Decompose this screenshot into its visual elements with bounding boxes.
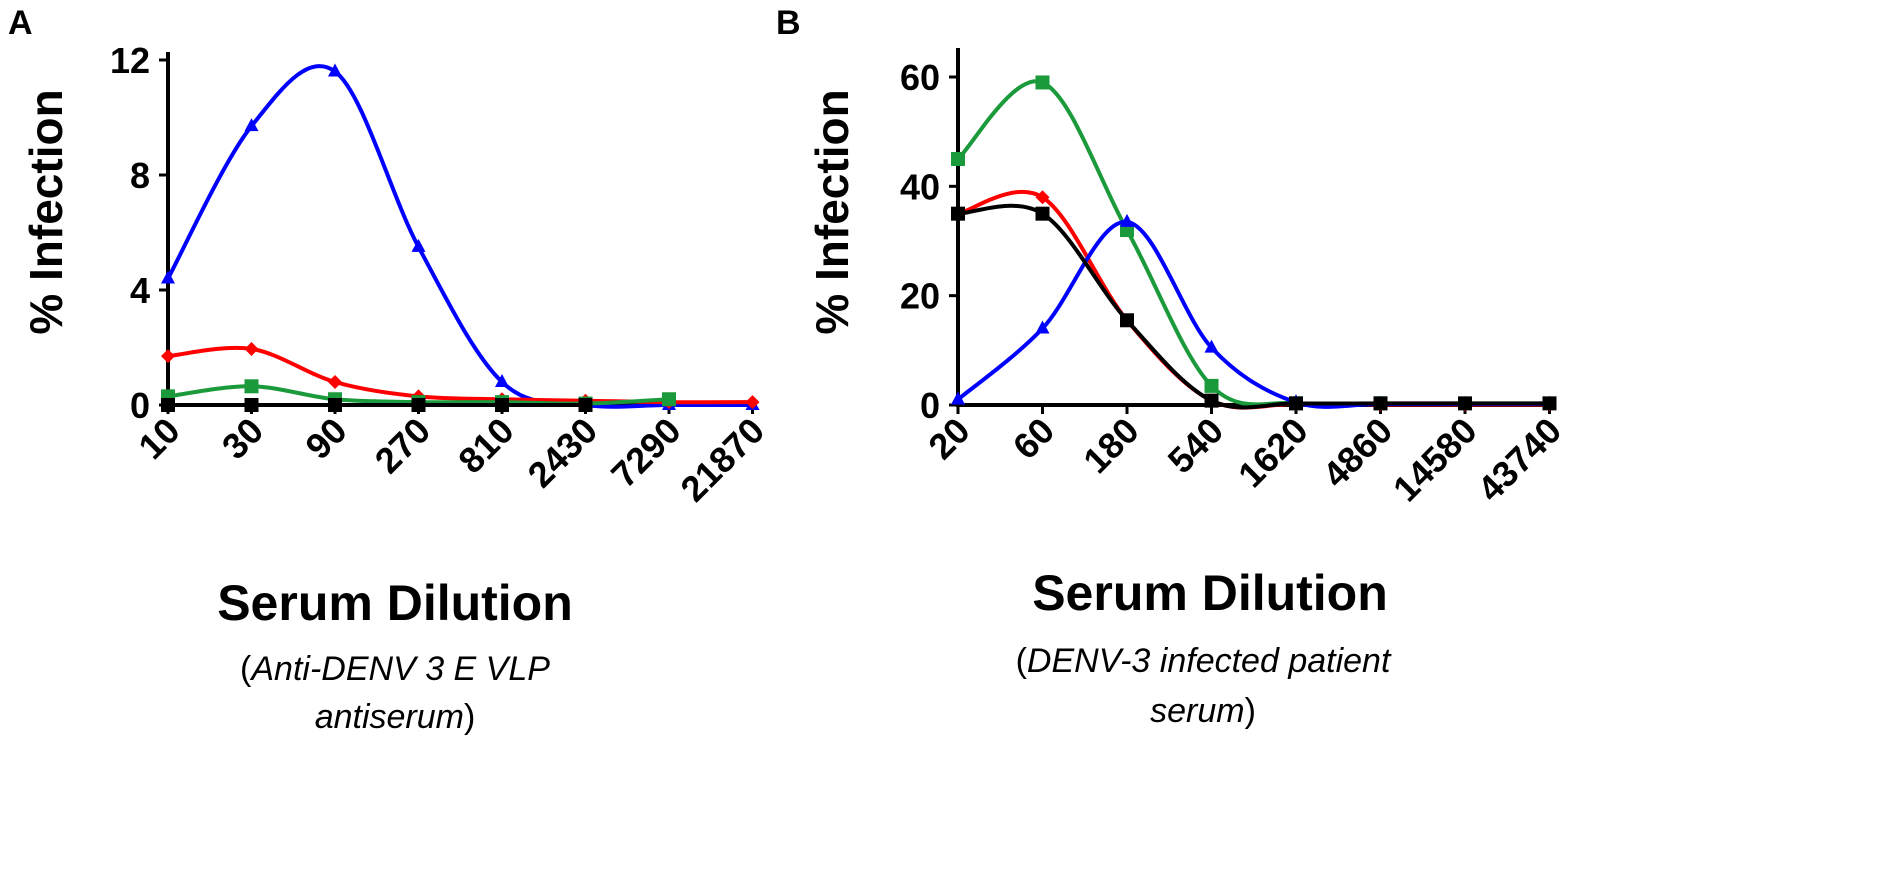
data-point-black [1458, 396, 1472, 411]
x-tick-label: 180 [1075, 410, 1146, 481]
x-tick-label: 540 [1160, 410, 1231, 481]
caption-line-2: serum) [1150, 692, 1256, 730]
series-blue [951, 213, 1557, 409]
data-point-black [1035, 206, 1050, 221]
x-axis-title: Serum Dilution [217, 575, 573, 631]
series-line-blue [956, 219, 1550, 409]
series-red [951, 190, 1557, 412]
data-point-blue [328, 63, 342, 77]
y-tick-label: 0 [920, 385, 940, 426]
x-tick-label: 270 [367, 410, 438, 481]
caption-italic-1: Anti-DENV 3 E VLP [249, 650, 550, 688]
data-point-green [951, 152, 965, 166]
x-tick-label: 90 [297, 410, 354, 467]
series-line-black [957, 203, 1550, 410]
data-point-black [244, 398, 259, 412]
y-tick-label: 4 [130, 270, 150, 311]
data-point-black [328, 398, 342, 412]
series-black [951, 203, 1557, 411]
series-line-green [956, 79, 1381, 407]
y-axis-title: % Infection [806, 89, 858, 334]
data-point-red [328, 375, 342, 389]
series-line-blue [166, 64, 753, 409]
data-point-black [1204, 393, 1219, 408]
data-point-black [495, 398, 509, 412]
series-line-red [957, 190, 1550, 410]
data-point-red [745, 395, 760, 410]
data-point-red [244, 341, 259, 356]
data-point-black [1542, 396, 1557, 411]
series-blue [161, 63, 760, 410]
data-point-blue [1120, 213, 1134, 227]
y-tick-label: 12 [110, 40, 150, 81]
data-point-black [411, 398, 426, 412]
y-tick-label: 8 [130, 155, 150, 196]
x-tick-label: 60 [1005, 410, 1062, 467]
data-point-blue [495, 374, 509, 387]
data-point-green [1035, 75, 1050, 90]
y-tick-label: 60 [900, 57, 940, 98]
data-point-black [1373, 396, 1388, 411]
data-point-black [1120, 313, 1134, 328]
data-point-black [578, 398, 593, 412]
caption-close: ) [464, 698, 475, 736]
caption-open: ( [1016, 642, 1028, 680]
data-point-blue [951, 391, 965, 405]
x-axis-title: Serum Dilution [1032, 565, 1388, 621]
y-tick-label: 40 [900, 166, 940, 207]
x-tick-label: 1620 [1230, 410, 1316, 496]
x-tick-label: 21870 [672, 410, 772, 510]
data-point-blue [411, 238, 426, 252]
data-point-green [244, 379, 259, 394]
data-point-blue [244, 118, 259, 132]
caption-close: ) [1245, 692, 1256, 730]
caption-line-1: (Anti-DENV 3 E VLP [240, 650, 550, 688]
data-point-red [161, 349, 175, 364]
series-green [951, 75, 1388, 411]
data-point-blue [1204, 339, 1219, 353]
caption-italic-1: DENV-3 infected patient [1027, 642, 1392, 680]
caption-line-2: antiserum) [315, 698, 476, 736]
x-tick-label: 43740 [1469, 410, 1569, 510]
x-tick-label: 14580 [1385, 410, 1485, 510]
series-line-red [167, 345, 753, 405]
series-black [161, 398, 593, 412]
data-point-blue [161, 270, 175, 284]
y-tick-label: 20 [900, 276, 940, 317]
panel-label: B [776, 4, 801, 42]
x-tick-label: 810 [450, 410, 521, 481]
data-point-black [1289, 396, 1303, 411]
panel-label: A [8, 4, 33, 42]
data-point-black [161, 398, 175, 412]
data-point-red [1035, 190, 1050, 205]
x-tick-label: 2430 [520, 410, 606, 496]
caption-italic-2: serum [1150, 692, 1244, 730]
y-tick-label: 0 [130, 385, 150, 426]
caption-line-1: (DENV-3 infected patient [1016, 642, 1392, 680]
data-point-green [662, 392, 676, 407]
y-axis-title: % Infection [20, 89, 72, 334]
data-point-green [1204, 378, 1219, 393]
data-point-blue [1035, 320, 1050, 334]
data-point-black [951, 206, 965, 221]
caption-open: ( [240, 650, 252, 688]
x-tick-label: 30 [214, 410, 271, 467]
caption-italic-2: antiserum [315, 698, 464, 736]
